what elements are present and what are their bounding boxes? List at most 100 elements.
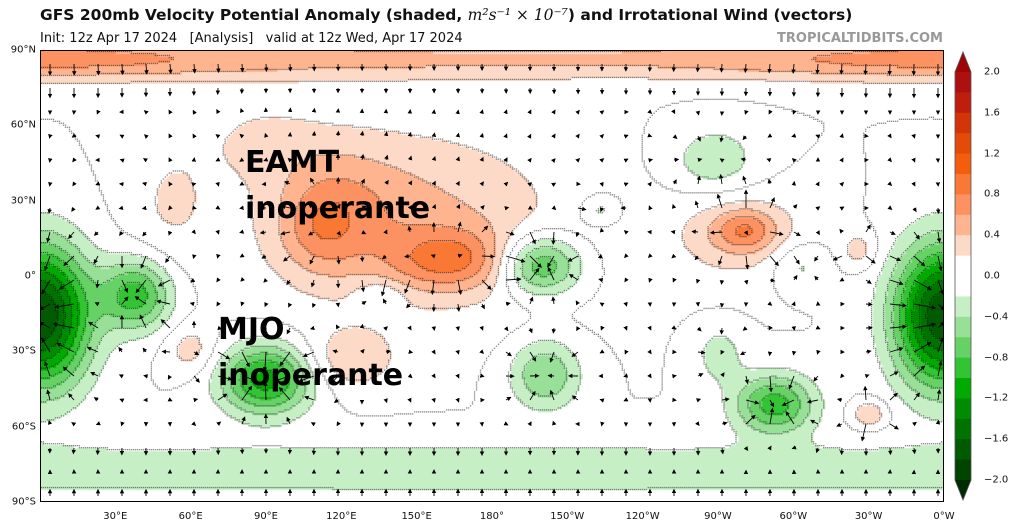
wind-vector <box>241 416 246 425</box>
wind-vector <box>549 389 555 401</box>
wind-vector <box>56 342 75 353</box>
wind-vector <box>505 351 512 357</box>
wind-vector <box>385 349 392 355</box>
wind-vector <box>407 180 413 186</box>
wind-vector <box>744 375 750 385</box>
wind-vector <box>455 397 460 403</box>
wind-vector <box>336 203 341 209</box>
wind-vector <box>46 231 51 243</box>
wind-vector <box>647 373 652 379</box>
chart-title: GFS 200mb Velocity Potential Anomaly (sh… <box>40 6 852 24</box>
wind-vector <box>911 133 916 139</box>
wind-vector <box>865 279 872 284</box>
wind-vector <box>696 326 702 332</box>
wind-vector <box>71 447 77 455</box>
wind-vector <box>288 302 293 308</box>
wind-vector <box>455 156 460 162</box>
wind-vector <box>793 231 801 237</box>
wind-vector <box>937 337 944 353</box>
wind-vector <box>623 158 629 163</box>
wind-vector <box>839 133 844 139</box>
wind-vector <box>527 421 532 427</box>
wind-vector <box>139 314 147 329</box>
wind-vector <box>815 230 820 236</box>
wind-vector <box>95 279 100 289</box>
wind-vector <box>599 398 605 403</box>
wind-vector <box>68 393 75 401</box>
wind-vector <box>141 205 147 211</box>
wind-vector <box>552 420 557 426</box>
wind-vector <box>281 204 291 210</box>
wind-vector <box>767 178 772 185</box>
wind-vector <box>407 155 413 161</box>
wind-vector <box>624 349 629 355</box>
lat-tick-label: 30°S <box>11 345 36 357</box>
wind-vector <box>361 205 367 210</box>
wind-vector <box>549 351 555 363</box>
wind-vector <box>815 447 820 454</box>
wind-vector <box>239 157 245 162</box>
wind-vector <box>40 303 51 311</box>
wind-vector <box>505 277 522 282</box>
wind-vector <box>408 349 414 354</box>
wind-vector <box>361 300 367 306</box>
wind-vector <box>529 255 542 268</box>
wind-vector <box>359 130 365 137</box>
wind-vector <box>142 347 148 353</box>
wind-vector <box>598 277 604 283</box>
wind-vector <box>479 132 484 138</box>
colorbar-tick-label: −1.2 <box>984 392 1009 404</box>
wind-vector <box>505 396 512 402</box>
colorbar-bin <box>955 296 971 318</box>
wind-vector <box>864 374 870 379</box>
lon-tick-label: 30°E <box>103 511 128 522</box>
wind-vector <box>168 230 173 236</box>
wind-vector <box>431 397 436 403</box>
wind-vector <box>889 392 898 401</box>
colorbar-tick-label: −0.4 <box>984 311 1009 323</box>
title-units: m²s⁻¹ × 10⁻⁷ <box>467 6 568 24</box>
wind-vector <box>192 133 197 139</box>
wind-vector <box>913 255 926 267</box>
wind-vector <box>671 109 676 115</box>
wind-vector <box>380 279 387 297</box>
wind-vector <box>455 204 460 210</box>
wind-vector <box>332 349 339 354</box>
wind-vector <box>143 110 149 115</box>
colorbar-tick-label: 0.0 <box>984 270 1000 282</box>
wind-vector <box>671 203 677 209</box>
wind-vector <box>671 325 677 330</box>
wind-vector <box>791 133 797 138</box>
wind-vector <box>815 325 821 330</box>
mjo-annotation: MJO <box>218 312 285 347</box>
colorbar-bin <box>955 112 971 134</box>
wind-vector <box>383 398 388 404</box>
wind-vector <box>479 181 484 187</box>
wind-vector <box>550 158 556 164</box>
wind-vector <box>216 421 222 427</box>
wind-vector <box>769 197 775 209</box>
wind-vector <box>333 398 339 403</box>
wind-vector <box>241 375 257 382</box>
wind-vector <box>551 109 556 115</box>
wind-vector <box>193 375 200 383</box>
wind-vector <box>785 411 795 425</box>
wind-vector <box>815 181 820 187</box>
wind-vector <box>599 227 605 233</box>
wind-vector <box>860 423 867 442</box>
wind-vector <box>286 327 291 335</box>
wind-vector <box>672 277 677 283</box>
wind-vector <box>936 231 942 243</box>
colorbar-tick-label: −2.0 <box>984 474 1009 486</box>
wind-vector <box>119 158 125 163</box>
wind-vector <box>768 325 773 331</box>
wind-vector <box>697 350 706 355</box>
wind-vector <box>718 255 723 266</box>
wind-vector <box>135 279 147 294</box>
wind-vector <box>672 179 677 185</box>
wind-vector <box>743 279 749 285</box>
wind-vector <box>913 342 932 353</box>
lon-tick-label: 150°W <box>550 511 585 522</box>
wind-vector <box>167 374 173 380</box>
wind-vector <box>720 372 725 378</box>
